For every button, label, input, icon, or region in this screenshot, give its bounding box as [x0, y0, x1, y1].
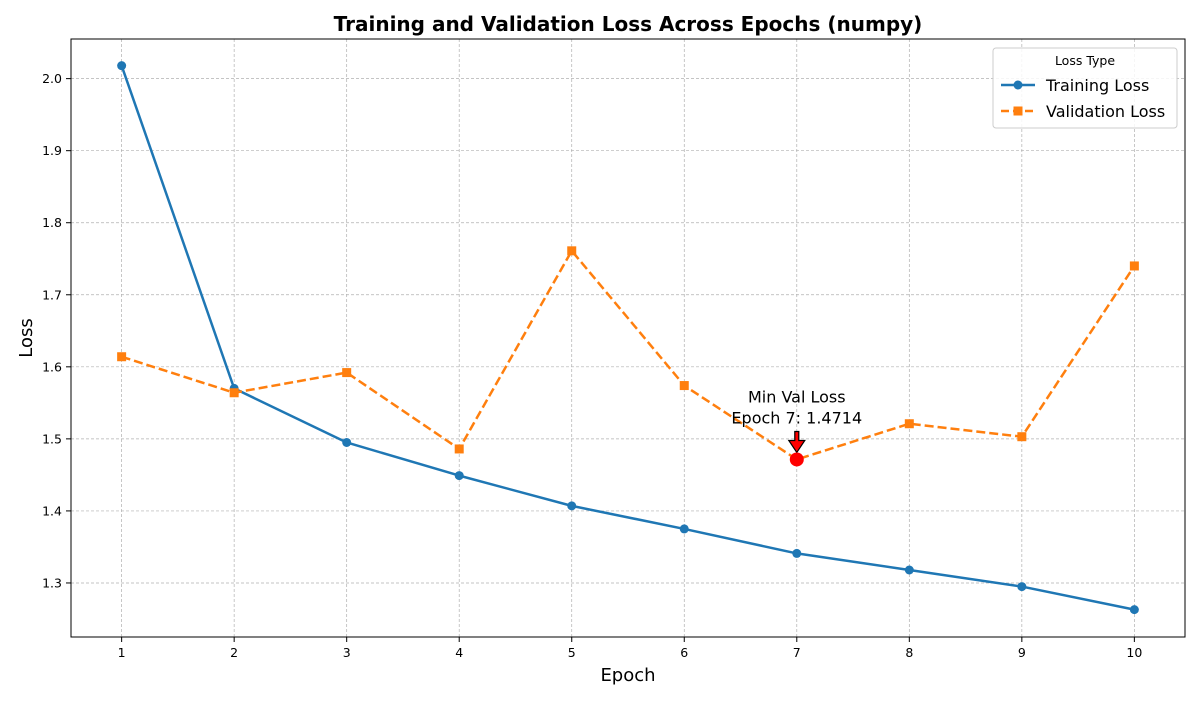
validation-loss-point — [117, 352, 127, 362]
x-tick-label: 4 — [455, 645, 463, 660]
legend-swatch-validation-marker — [1013, 106, 1023, 116]
grid-lines — [71, 39, 1185, 637]
y-tick-label: 1.7 — [42, 287, 62, 302]
training-loss-point — [454, 471, 464, 481]
plot-area-frame — [70, 38, 1186, 638]
y-tick-label: 1.9 — [42, 143, 62, 158]
series-group — [117, 61, 1139, 615]
training-loss-point — [567, 501, 577, 511]
legend-label-training: Training Loss — [1045, 76, 1149, 95]
training-loss-line — [120, 65, 1135, 611]
y-tick-label: 2.0 — [42, 71, 62, 86]
training-loss-point — [679, 524, 689, 534]
validation-loss-point — [342, 368, 352, 378]
x-axis-label: Epoch — [600, 665, 655, 686]
training-loss-point — [1017, 582, 1027, 592]
training-loss-point — [792, 548, 802, 558]
validation-loss-line — [121, 249, 1136, 461]
annotation-group: Min Val Loss Epoch 7: 1.4714 — [731, 387, 862, 467]
x-tick-label: 1 — [118, 645, 126, 660]
y-tick-label: 1.4 — [42, 503, 62, 518]
y-tick-label: 1.5 — [42, 431, 62, 446]
x-tick-label: 9 — [1018, 645, 1026, 660]
legend-label-validation: Validation Loss — [1046, 102, 1165, 121]
validation-loss-point — [454, 444, 464, 454]
x-tick-label: 7 — [793, 645, 801, 660]
x-tick-label: 2 — [230, 645, 238, 660]
validation-loss-point — [1129, 261, 1139, 271]
y-tick-label: 1.8 — [42, 215, 62, 230]
legend: Loss Type Training Loss Validation Loss — [992, 47, 1178, 129]
annotation-line2: Epoch 7: 1.4714 — [731, 408, 862, 427]
training-loss-point — [904, 565, 914, 575]
validation-loss-point — [904, 419, 914, 429]
training-loss-point — [342, 437, 352, 447]
x-tick-label: 8 — [905, 645, 913, 660]
x-tick-label: 6 — [680, 645, 688, 660]
chart-title: Training and Validation Loss Across Epoc… — [334, 12, 923, 36]
y-tick-label: 1.3 — [42, 575, 62, 590]
legend-box — [992, 47, 1178, 129]
legend-title: Loss Type — [1055, 53, 1115, 68]
training-loss-point — [1129, 605, 1139, 615]
y-axis-label: Loss — [16, 318, 37, 357]
validation-loss-point — [679, 381, 689, 391]
x-tick-label: 3 — [343, 645, 351, 660]
validation-loss-point — [229, 388, 239, 398]
y-axis-ticks: 1.3 1.4 1.5 1.6 1.7 1.8 1.9 2.0 — [42, 71, 71, 590]
validation-loss-point — [1017, 432, 1027, 442]
min-val-loss-marker — [789, 452, 804, 467]
x-tick-label: 10 — [1126, 645, 1142, 660]
x-axis-ticks: 1 2 3 4 5 6 7 8 9 10 — [118, 637, 1142, 660]
training-loss-point — [117, 61, 127, 71]
annotation-arrow — [787, 430, 806, 454]
validation-loss-point — [567, 246, 577, 256]
y-tick-label: 1.6 — [42, 359, 62, 374]
legend-swatch-training-marker — [1013, 80, 1023, 90]
x-tick-label: 5 — [568, 645, 576, 660]
annotation-line1: Min Val Loss — [748, 387, 846, 406]
